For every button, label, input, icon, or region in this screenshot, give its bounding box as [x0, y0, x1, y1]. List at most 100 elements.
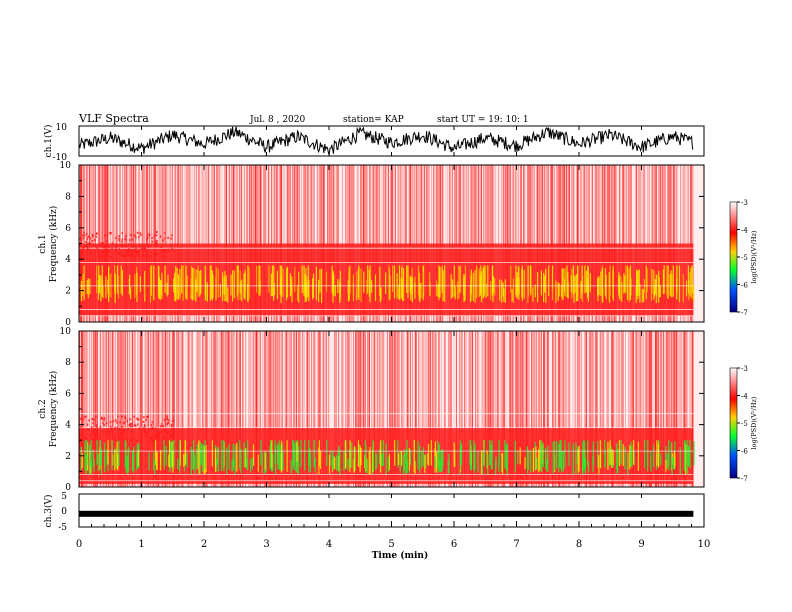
early-burst [87, 246, 89, 249]
noise-streak [230, 331, 232, 487]
early-burst [83, 231, 85, 234]
emission-band-detail [578, 445, 580, 472]
early-burst [86, 423, 89, 426]
emission-band-detail [447, 460, 449, 474]
noise-streak [390, 331, 391, 487]
emission-band-detail [318, 447, 320, 474]
early-burst [103, 419, 105, 422]
ylabel-ch1: ch.1(V) [43, 125, 54, 158]
noise-streak [686, 331, 688, 487]
emission-band-detail [379, 266, 381, 297]
emission-band-detail [217, 447, 219, 472]
noise-streak [83, 331, 85, 487]
emission-band-detail [598, 455, 600, 475]
noise-streak [245, 331, 246, 487]
early-burst [115, 236, 117, 239]
emission-band-detail [398, 284, 400, 299]
emission-band-detail [81, 453, 83, 469]
emission-band-detail [685, 280, 688, 297]
noise-streak [444, 331, 445, 487]
noise-streak [540, 331, 542, 487]
emission-band-detail [572, 265, 574, 295]
emission-band-detail [170, 443, 172, 468]
noise-streak [642, 331, 644, 487]
emission-band-detail [358, 444, 360, 465]
noise-streak [600, 331, 601, 487]
noise-streak [112, 331, 113, 487]
emission-band-detail [689, 271, 691, 296]
early-burst [129, 438, 132, 441]
noise-streak [651, 331, 653, 487]
emission-band-detail [516, 277, 519, 296]
noise-streak [692, 331, 694, 487]
noise-streak [478, 331, 480, 487]
noise-streak [516, 331, 517, 487]
early-burst [118, 237, 120, 240]
noise-streak [391, 331, 393, 487]
emission-band-detail [547, 454, 549, 465]
noise-streak [129, 331, 130, 487]
noise-streak [527, 331, 529, 487]
noise-streak [565, 331, 567, 487]
emission-band-detail [601, 268, 603, 303]
early-burst [155, 234, 158, 237]
early-burst [147, 428, 150, 431]
noise-streak [199, 331, 200, 487]
emission-band-detail [505, 443, 507, 470]
early-burst [121, 426, 123, 429]
noise-streak [572, 331, 574, 487]
noise-streak [157, 331, 159, 487]
emission-band-detail [502, 453, 504, 475]
early-burst [160, 251, 162, 254]
early-burst [160, 425, 162, 428]
emission-band-detail [271, 440, 273, 468]
noise-streak [534, 331, 536, 487]
noise-streak [656, 331, 657, 487]
noise-streak [502, 331, 503, 487]
ytick-label: 10 [56, 123, 68, 133]
noise-streak [562, 331, 563, 487]
emission-band-detail [543, 272, 545, 303]
noise-streak [510, 331, 511, 487]
emission-band-detail [583, 440, 586, 469]
emission-band-detail [190, 447, 192, 474]
noise-streak [81, 331, 83, 487]
emission-band-detail [165, 446, 167, 466]
noise-streak [540, 331, 542, 487]
noise-streak [153, 331, 154, 487]
emission-band-detail [585, 270, 587, 293]
emission-band-detail [375, 452, 377, 471]
noise-streak [338, 331, 340, 487]
noise-streak [120, 331, 122, 487]
early-burst [124, 238, 126, 241]
early-burst [143, 424, 146, 427]
noise-streak [124, 331, 125, 487]
emission-band-detail [501, 455, 503, 472]
early-burst [115, 245, 118, 248]
waveform-ch3-trace [78, 494, 705, 517]
emission-band-detail [99, 440, 101, 465]
emission-band-detail [116, 265, 119, 294]
noise-streak [486, 331, 488, 487]
early-burst [135, 439, 138, 442]
noise-streak [449, 331, 451, 487]
emission-band-detail [126, 456, 128, 474]
emission-band-detail [385, 272, 387, 294]
noise-streak [371, 331, 372, 487]
emission-band-detail [97, 280, 99, 300]
noise-streak [102, 331, 104, 487]
noise-streak [110, 331, 112, 487]
noise-streak [103, 331, 104, 487]
early-burst [148, 233, 151, 236]
noise-streak [683, 331, 685, 487]
emission-band-detail [204, 440, 206, 470]
emission-band-detail [289, 273, 291, 297]
emission-band-detail [245, 448, 247, 468]
emission-band-detail [216, 447, 218, 466]
emission-band-detail [149, 267, 152, 303]
emission-band-detail [551, 265, 554, 293]
emission-band-detail [584, 265, 586, 294]
noise-streak [665, 331, 666, 487]
emission-band-detail [261, 452, 263, 473]
